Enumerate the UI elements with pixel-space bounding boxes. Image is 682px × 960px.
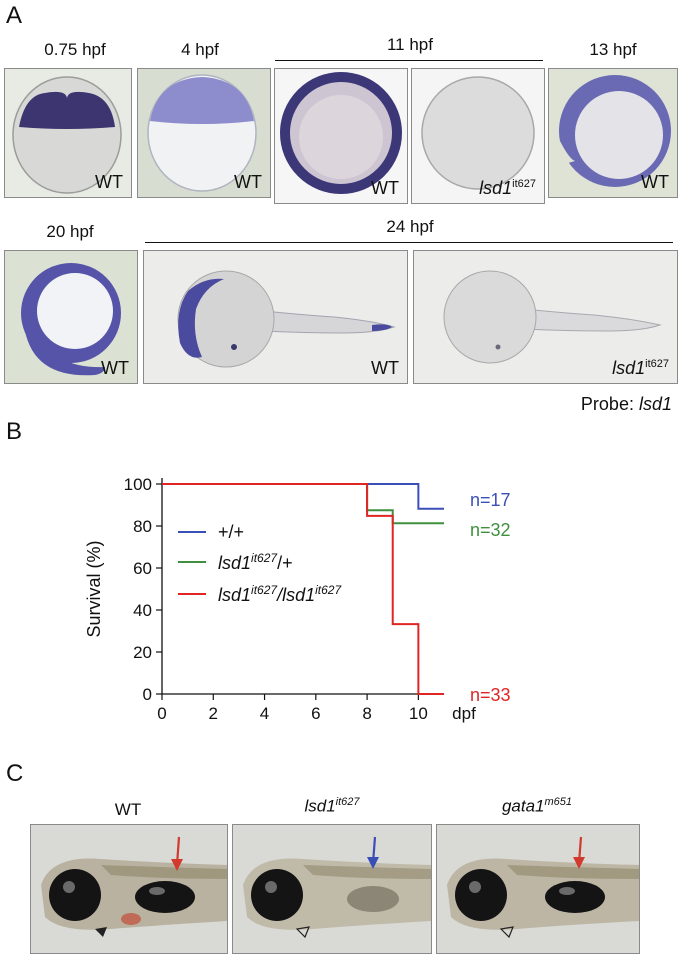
x-tick-label: 0 (157, 704, 166, 723)
embryo-4hpf-drawing (147, 74, 257, 192)
panel-c-label: C (6, 760, 24, 787)
x-tick-label: 10 (409, 704, 428, 723)
legend-item-het: lsd1it627/+ (178, 546, 341, 578)
genotype-tag: WT (371, 358, 399, 378)
embryo-11hpf-mutant-drawing (421, 76, 535, 190)
panel-a-label: A (6, 2, 23, 29)
stage-label-0-75hpf: 0.75 hpf (44, 40, 106, 59)
embryo-image-0-75hpf: WT (4, 68, 132, 198)
stage-bracket-24hpf (145, 242, 673, 243)
x-tick-label: 6 (311, 704, 320, 723)
embryo-image-11hpf-wt: WT (274, 68, 408, 204)
stage-label-24hpf: 24 hpf (386, 217, 434, 236)
larva-image-gata1 (436, 824, 640, 954)
legend-swatch (178, 593, 206, 595)
embryo-0-75hpf-drawing (12, 76, 122, 194)
embryo-image-20hpf: WT (4, 250, 138, 384)
legend-text: lsd1it627/lsd1it627 (218, 582, 342, 605)
embryo-image-24hpf-wt: WT (143, 250, 408, 384)
legend-swatch (178, 561, 206, 563)
legend-item-wt: +/+ (178, 518, 341, 546)
survival-chart: 0 20 40 60 80 100 0 2 4 6 8 10 dpf Survival (%) n=17 n… (84, 475, 511, 723)
y-tick-label: 40 (133, 601, 152, 620)
embryo-24hpf-mutant-drawing (443, 270, 662, 364)
genotype-tag: WT (234, 172, 262, 192)
larva-wt-drawing (41, 836, 227, 937)
stage-label-11hpf: 11 hpf (386, 35, 433, 54)
stage-label-4hpf: 4 hpf (181, 40, 219, 59)
y-tick-label: 20 (133, 643, 152, 662)
embryo-20hpf-drawing (21, 263, 121, 376)
y-tick-label: 0 (143, 685, 152, 704)
n-label-2: n=33 (470, 685, 511, 705)
larva-title-gata1: gata1m651 (501, 796, 573, 816)
genotype-tag: WT (95, 172, 123, 192)
chart-legend: +/+ lsd1it627/+ lsd1it627/lsd1it627 (178, 518, 341, 610)
legend-item-hom: lsd1it627/lsd1it627 (178, 578, 341, 610)
embryo-image-24hpf-mutant: lsd1it627 (413, 250, 678, 384)
x-axis-label: dpf (452, 704, 476, 723)
panel-b-label: B (6, 418, 23, 445)
genotype-tag: WT (371, 178, 399, 198)
x-tick-label: 8 (362, 704, 371, 723)
larva-gata1-drawing (447, 836, 639, 939)
larva-title-wt: WT (114, 800, 142, 819)
genotype-tag: WT (641, 172, 669, 192)
embryo-image-11hpf-mutant: lsd1it627 (411, 68, 545, 204)
y-tick-label: 80 (133, 517, 152, 536)
embryo-13hpf-drawing (559, 75, 671, 187)
embryo-11hpf-wt-drawing (280, 72, 402, 194)
genotype-tag: lsd1it627 (479, 178, 536, 198)
y-tick-label: 100 (124, 475, 152, 494)
larva-image-wt (30, 824, 228, 954)
larva-title-lsd1: lsd1it627 (304, 796, 360, 816)
genotype-tag: lsd1it627 (612, 358, 669, 378)
larva-image-lsd1 (232, 824, 432, 954)
embryo-image-13hpf: WT (548, 68, 678, 198)
stage-label-13hpf: 13 hpf (589, 40, 637, 59)
legend-text: lsd1it627/+ (218, 550, 293, 573)
embryo-image-4hpf: WT (137, 68, 271, 198)
survival-line-2 (162, 483, 444, 695)
embryo-24hpf-wt-drawing (177, 270, 396, 368)
legend-text: +/+ (218, 521, 245, 542)
probe-label: Probe: lsd1 (580, 394, 672, 414)
x-tick-label: 4 (260, 704, 269, 723)
x-tick-label: 2 (209, 704, 218, 723)
legend-swatch (178, 531, 206, 533)
y-tick-label: 60 (133, 559, 152, 578)
n-label-1: n=32 (470, 520, 511, 540)
genotype-tag: WT (101, 358, 129, 378)
survival-line-0 (162, 483, 444, 510)
y-axis-label: Survival (%) (84, 540, 104, 637)
n-label-0: n=17 (470, 490, 511, 510)
larva-lsd1-drawing (243, 836, 431, 939)
stage-label-20hpf: 20 hpf (46, 222, 94, 241)
stage-bracket-11hpf (275, 60, 543, 61)
